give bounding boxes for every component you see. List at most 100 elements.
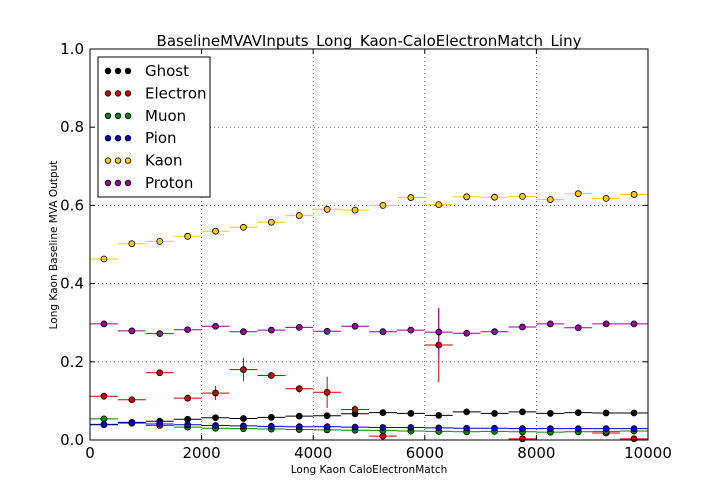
data-point xyxy=(100,320,108,328)
data-point xyxy=(463,408,471,416)
data-point xyxy=(574,324,582,332)
data-point xyxy=(295,385,303,393)
data-point xyxy=(184,421,192,429)
data-point xyxy=(156,420,164,428)
y-tick-label: 0.8 xyxy=(60,118,84,136)
data-point xyxy=(100,415,108,423)
x-axis-label: Long Kaon CaloElectronMatch xyxy=(291,464,448,476)
x-tick-label: 10000 xyxy=(624,444,672,462)
data-point xyxy=(351,322,359,330)
legend-marker xyxy=(124,157,132,164)
data-point xyxy=(267,218,275,226)
data-point xyxy=(184,232,192,240)
data-point xyxy=(602,425,610,433)
legend-label: Electron xyxy=(145,84,207,102)
data-point xyxy=(463,424,471,432)
data-point xyxy=(295,412,303,420)
data-point xyxy=(100,392,108,400)
data-point xyxy=(630,320,638,328)
data-point xyxy=(519,425,526,433)
series-pion xyxy=(90,419,648,433)
data-point xyxy=(491,410,498,417)
data-point xyxy=(267,326,275,334)
legend: Ghost Electron Muon Pion Kaon Proton xyxy=(97,56,211,198)
data-point xyxy=(323,327,331,335)
legend-marker xyxy=(124,90,132,97)
x-tick-label: 4000 xyxy=(294,444,332,462)
data-point xyxy=(407,326,415,334)
series-electron xyxy=(90,307,648,443)
data-point xyxy=(156,369,164,377)
data-point xyxy=(407,194,415,201)
data-point xyxy=(519,323,526,331)
data-point xyxy=(630,425,638,433)
data-point xyxy=(351,406,359,413)
y-tick-label: 0.6 xyxy=(60,196,84,214)
data-point xyxy=(491,193,498,201)
series-kaon xyxy=(90,190,648,263)
legend-marker xyxy=(114,134,122,142)
x-tick-label: 8000 xyxy=(517,444,555,462)
data-point xyxy=(546,196,554,203)
data-point xyxy=(295,212,303,219)
data-point xyxy=(323,423,331,431)
data-point xyxy=(156,237,164,245)
data-point xyxy=(407,424,415,431)
data-point xyxy=(435,424,443,432)
legend-marker xyxy=(124,67,132,75)
legend-label: Kaon xyxy=(145,152,182,170)
legend-marker xyxy=(114,157,122,164)
data-point xyxy=(546,425,554,433)
data-point xyxy=(630,409,638,417)
data-point xyxy=(323,412,331,420)
data-point xyxy=(407,410,415,417)
series-layer xyxy=(90,190,648,443)
data-point xyxy=(574,425,582,433)
series-proton xyxy=(90,308,648,356)
data-point xyxy=(267,372,275,379)
legend-marker xyxy=(104,179,112,187)
data-point xyxy=(491,328,498,336)
x-tick-label: 2000 xyxy=(183,444,221,462)
data-point xyxy=(128,419,136,427)
data-point xyxy=(463,193,471,201)
data-point xyxy=(240,223,247,231)
data-point xyxy=(602,194,610,202)
legend-label: Pion xyxy=(145,129,177,147)
y-tick-label: 0.4 xyxy=(60,275,84,293)
data-point xyxy=(351,423,359,431)
y-tick-label: 1.0 xyxy=(60,40,84,58)
data-point xyxy=(519,435,526,443)
data-point xyxy=(295,323,303,331)
data-point xyxy=(240,328,247,336)
data-point xyxy=(379,201,387,209)
data-point xyxy=(519,408,526,416)
data-point xyxy=(240,415,247,422)
data-point xyxy=(323,205,331,213)
x-tick-label: 0 xyxy=(85,444,95,462)
data-point xyxy=(602,409,610,417)
data-point xyxy=(379,328,387,336)
data-point xyxy=(100,421,108,429)
data-point xyxy=(491,424,498,432)
y-tick-label: 0.0 xyxy=(60,431,84,449)
x-tick-label: 6000 xyxy=(406,444,444,462)
data-point xyxy=(630,191,638,198)
legend-marker xyxy=(104,134,112,142)
data-point xyxy=(100,255,108,263)
data-point xyxy=(519,193,526,200)
data-point xyxy=(379,409,387,417)
data-point xyxy=(602,320,610,328)
legend-marker xyxy=(104,157,112,164)
data-point xyxy=(379,424,387,431)
data-point xyxy=(463,329,471,337)
data-point xyxy=(435,201,443,209)
legend-marker xyxy=(124,112,132,119)
data-point xyxy=(435,411,443,419)
data-point xyxy=(435,328,443,336)
data-point xyxy=(184,326,192,334)
legend-label: Muon xyxy=(145,107,186,125)
data-point xyxy=(267,422,275,430)
data-point xyxy=(212,389,219,397)
